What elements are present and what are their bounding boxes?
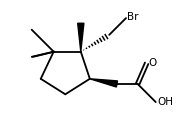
Polygon shape — [78, 23, 84, 52]
Text: Br: Br — [127, 12, 139, 22]
Polygon shape — [90, 79, 118, 87]
Text: O: O — [148, 58, 157, 68]
Text: OH: OH — [158, 97, 173, 107]
